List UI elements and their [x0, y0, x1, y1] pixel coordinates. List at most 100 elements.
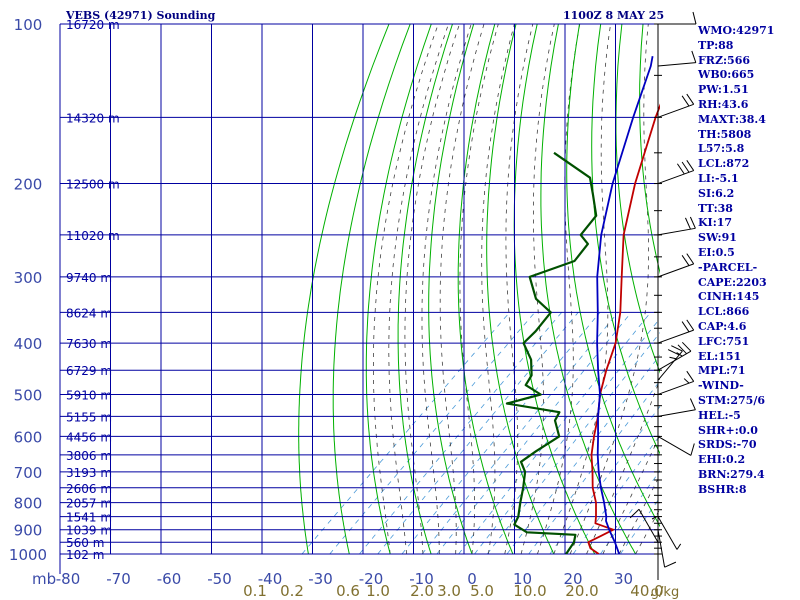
height-label: 6729 m — [66, 364, 112, 378]
mixing-ratio-label: 0.2 — [280, 582, 304, 600]
wind-barb — [657, 435, 695, 456]
index-line: MPL:71 — [698, 364, 746, 378]
mixing-ratio-label: 0.6 — [336, 582, 360, 600]
height-label: 1039 m — [66, 524, 112, 538]
index-line: BRN:279.4 — [698, 467, 765, 481]
height-label: 102 m — [66, 548, 104, 562]
height-label: 16720 m — [66, 18, 120, 32]
pressure-tick-label: 200 — [14, 176, 43, 194]
dry-adiabat — [365, 24, 432, 554]
dewpoint-trace — [505, 151, 598, 554]
temperature-tick-label: -20 — [359, 570, 384, 588]
index-line: WMO:42971 — [698, 24, 775, 37]
index-line: SI:6.2 — [698, 186, 735, 200]
mixing-ratio-line — [436, 312, 632, 554]
height-label: 3193 m — [66, 466, 112, 480]
index-line: STM:275/6 — [698, 393, 765, 407]
index-line: MAXT:38.4 — [698, 112, 766, 126]
temperature-tick-label: -10 — [409, 570, 434, 588]
temperature-tick-label: -30 — [308, 570, 333, 588]
wind-barb — [651, 515, 659, 554]
wind-barb — [657, 253, 695, 278]
moist-adiabat — [520, 24, 555, 554]
mixing-ratio-line — [359, 312, 563, 554]
height-label: 7630 m — [66, 337, 112, 351]
wind-barb — [629, 508, 659, 543]
moist-adiabat — [586, 377, 660, 554]
wind-barb — [657, 529, 677, 568]
height-label: 4456 m — [66, 430, 112, 444]
pressure-tick-label: 100 — [14, 16, 43, 34]
index-line: CAP:4.6 — [698, 319, 747, 333]
pressure-unit-label: mb — [32, 570, 56, 588]
mixing-ratio-label: 2.0 — [410, 582, 434, 600]
temperature-tick-label: 0 — [467, 570, 477, 588]
dry-adiabat — [332, 24, 411, 554]
moist-adiabat — [439, 24, 485, 554]
mixing-ratio-line — [600, 469, 660, 554]
index-line: SRDS:-70 — [698, 438, 757, 452]
index-line: -PARCEL- — [698, 260, 758, 274]
index-line: WB0:665 — [698, 68, 755, 82]
height-label: 1541 m — [66, 511, 112, 525]
index-line: PW:1.51 — [698, 83, 749, 97]
parcel-trace — [596, 56, 654, 554]
temperature-tick-label: 10 — [513, 570, 532, 588]
wind-barb — [657, 341, 692, 371]
height-label: 560 m — [66, 536, 104, 550]
pressure-tick-label: 800 — [14, 495, 43, 513]
index-line: RH:43.6 — [698, 97, 749, 111]
temperature-tick-label: -60 — [157, 570, 182, 588]
height-label: 9740 m — [66, 271, 112, 285]
height-label: 5155 m — [66, 410, 112, 424]
wind-barb — [657, 93, 695, 118]
moist-adiabat — [388, 24, 449, 554]
mixing-ratio-label: 5.0 — [470, 582, 494, 600]
index-line: TP:88 — [698, 38, 734, 52]
mixing-ratio-line — [474, 317, 660, 554]
temperature-tick-label: -50 — [207, 570, 232, 588]
mixing-ratio-line — [421, 312, 619, 554]
index-line: HEL:-5 — [698, 408, 741, 422]
mixing-ratio-label: 1.0 — [366, 582, 390, 600]
observation-time: 1100Z 8 MAY 25 — [563, 9, 665, 22]
pressure-tick-label: 600 — [14, 428, 43, 446]
wind-barb — [657, 398, 696, 417]
mixing-ratio-line — [549, 405, 660, 554]
mixing-ratio-label: 3.0 — [437, 582, 461, 600]
index-line: SW:91 — [698, 231, 737, 245]
wind-barb — [657, 216, 696, 236]
index-line: BSHR:8 — [698, 482, 747, 496]
index-line: FRZ:566 — [698, 53, 751, 67]
temperature-tick-label: -80 — [56, 570, 81, 588]
index-line: SHR+:0.0 — [698, 423, 758, 437]
index-line: EHI:0.2 — [698, 453, 746, 467]
mixing-ratio-line — [301, 312, 510, 554]
index-line: LCL:866 — [698, 305, 750, 319]
mixing-ratio-label: 40.0 — [630, 582, 663, 600]
mixing-ratio-line — [572, 434, 660, 554]
wind-barbs — [629, 11, 697, 580]
pressure-tick-label: 900 — [14, 522, 43, 540]
wind-barb — [657, 370, 695, 395]
mixing-ratio-line — [458, 312, 651, 554]
index-line: TT:38 — [698, 201, 733, 215]
wind-barb — [657, 50, 697, 67]
mixing-ratio-line — [620, 496, 660, 554]
index-line: CINH:145 — [698, 290, 760, 304]
mixing-ratio-line — [401, 312, 601, 554]
height-label: 2606 m — [66, 482, 112, 496]
height-label: 5910 m — [66, 388, 112, 402]
index-line: EL:151 — [698, 349, 742, 363]
sounding-traces — [505, 56, 660, 554]
mixing-ratio-label: 10.0 — [513, 582, 546, 600]
moist-adiabat — [569, 24, 649, 554]
temperature-tick-label: 20 — [563, 570, 582, 588]
moist-adiabat — [459, 24, 499, 554]
height-label: 8624 m — [66, 306, 112, 320]
height-label: 11020 m — [66, 229, 120, 243]
temperature-tick-label: 30 — [614, 570, 633, 588]
indices-panel: WMO:42971 TP:88 FRZ:566 WB0:665 PW:1.51 RH:43… — [698, 24, 798, 498]
